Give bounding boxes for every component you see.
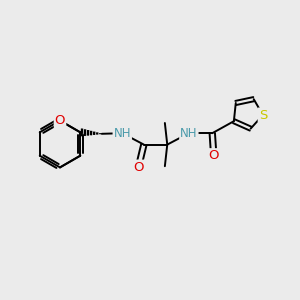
Text: NH: NH (180, 127, 198, 140)
Text: NH: NH (113, 127, 131, 140)
Text: O: O (133, 160, 144, 174)
Text: S: S (259, 109, 267, 122)
Text: O: O (208, 149, 219, 162)
Text: O: O (55, 114, 65, 127)
